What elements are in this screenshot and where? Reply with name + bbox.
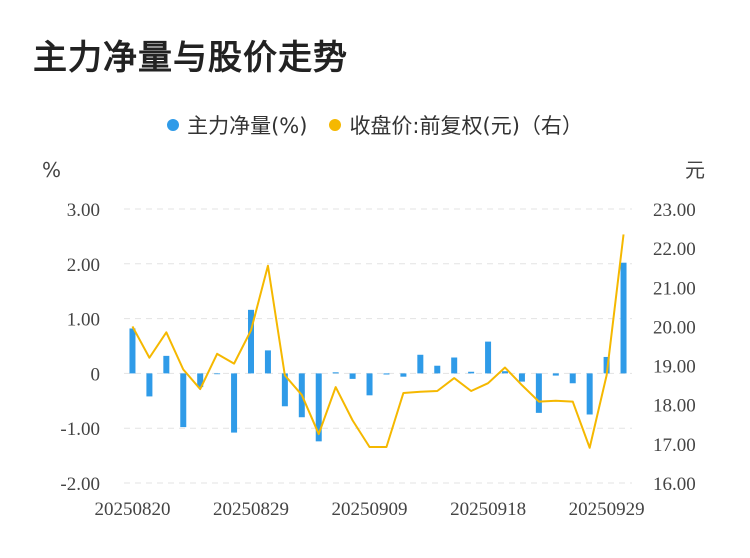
bar	[264, 350, 271, 374]
bar	[383, 373, 390, 375]
bar	[248, 309, 254, 374]
bar	[129, 328, 136, 374]
bar	[535, 373, 542, 413]
bar	[197, 373, 204, 388]
right-tick-label: 18.00	[653, 396, 696, 417]
legend-bar-marker	[167, 119, 180, 131]
bar	[281, 373, 288, 407]
left-tick-label: -2.00	[60, 474, 100, 495]
bar	[400, 373, 407, 377]
right-tick-label: 20.00	[653, 317, 696, 338]
right-tick-label: 19.00	[653, 357, 696, 378]
left-axis-unit: %	[42, 158, 61, 182]
bar	[146, 373, 153, 397]
right-tick-label: 23.00	[653, 200, 696, 221]
gridlines	[124, 208, 632, 484]
x-tick-label: 20250918	[450, 499, 526, 520]
legend: 主力净量(%) 收盘价:前复权(元)（右）	[0, 110, 750, 140]
bar	[366, 373, 373, 396]
x-tick-label: 20250820	[94, 499, 170, 520]
left-tick-label: 2.00	[67, 255, 100, 276]
x-tick-label: 20250929	[569, 499, 645, 520]
legend-line-label: 收盘价:前复权(元)（右）	[349, 114, 583, 138]
bar-series	[129, 262, 627, 442]
right-tick-label: 16.00	[653, 474, 696, 495]
bar	[315, 373, 322, 442]
bar	[569, 373, 576, 384]
right-axis-unit: 元	[685, 158, 705, 182]
x-tick-label: 20250829	[213, 499, 289, 520]
legend-bar-label: 主力净量(%)	[187, 114, 308, 138]
bar	[332, 372, 339, 374]
bar	[485, 341, 492, 374]
right-tick-label: 17.00	[653, 435, 696, 456]
bar	[180, 373, 187, 428]
bar	[620, 262, 627, 374]
legend-line-marker	[329, 119, 342, 131]
x-tick-label: 20250909	[332, 499, 408, 520]
bar	[214, 373, 221, 375]
right-axis-ticks: 23.00 22.00 21.00 20.00 19.00 18.00 17.00 16.00	[653, 200, 696, 495]
bar	[349, 373, 356, 379]
left-tick-label: 0	[91, 364, 101, 385]
chart-title: 主力净量与股价走势	[33, 38, 348, 78]
left-tick-label: 3.00	[67, 200, 100, 221]
bar	[603, 356, 610, 374]
bar	[586, 373, 593, 415]
legend-item-line[interactable]: 收盘价:前复权(元)（右）	[329, 110, 583, 140]
price-line	[131, 234, 625, 449]
right-tick-label: 22.00	[653, 239, 696, 260]
bar	[417, 354, 424, 374]
bar	[552, 373, 559, 376]
left-tick-label: -1.00	[60, 419, 100, 440]
right-tick-label: 21.00	[653, 278, 696, 299]
bar	[468, 371, 475, 374]
legend-item-bar[interactable]: 主力净量(%)	[167, 110, 307, 140]
bar	[434, 365, 441, 374]
line-series	[131, 234, 625, 449]
bar	[231, 373, 238, 433]
x-axis-ticks: 20250820 20250829 20250909 20250918 20250929	[94, 499, 644, 520]
bar	[451, 357, 458, 374]
bar	[502, 371, 508, 374]
bar	[163, 355, 170, 374]
left-tick-label: 1.00	[67, 310, 100, 331]
bar	[518, 373, 525, 382]
left-axis-ticks: 3.00 2.00 1.00 0 -1.00 -2.00	[60, 200, 100, 495]
